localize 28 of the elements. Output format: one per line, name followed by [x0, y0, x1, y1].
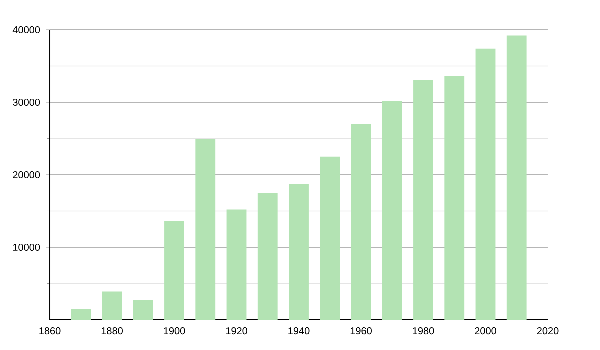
x-tick-label: 1960 [350, 328, 372, 335]
bar [258, 193, 278, 320]
bar [71, 309, 92, 320]
bar [164, 221, 184, 320]
x-tick-label: 1900 [164, 328, 186, 335]
x-tick-label: 1880 [102, 328, 123, 335]
y-tick-label: 40000 [12, 26, 40, 34]
bar [382, 101, 402, 320]
x-tick-label: 2020 [537, 328, 559, 335]
bar [506, 36, 527, 320]
y-tick-label: 30000 [13, 98, 40, 106]
bar [444, 76, 465, 320]
y-tick-label: 10000 [13, 244, 40, 252]
bar [414, 80, 434, 320]
bar [351, 124, 372, 320]
bar [476, 48, 496, 320]
bar [133, 300, 154, 320]
x-tick-label: 1920 [226, 328, 248, 335]
y-tick-label: 20000 [13, 171, 40, 179]
bar [320, 156, 340, 320]
bar [196, 139, 216, 320]
bar [226, 210, 247, 320]
bar [102, 292, 122, 320]
x-tick-label: 2000 [475, 328, 496, 335]
x-tick-label: 1980 [413, 328, 434, 335]
x-tick-label: 1860 [40, 328, 61, 335]
bar [289, 184, 309, 320]
x-tick-label: 1940 [288, 328, 310, 335]
